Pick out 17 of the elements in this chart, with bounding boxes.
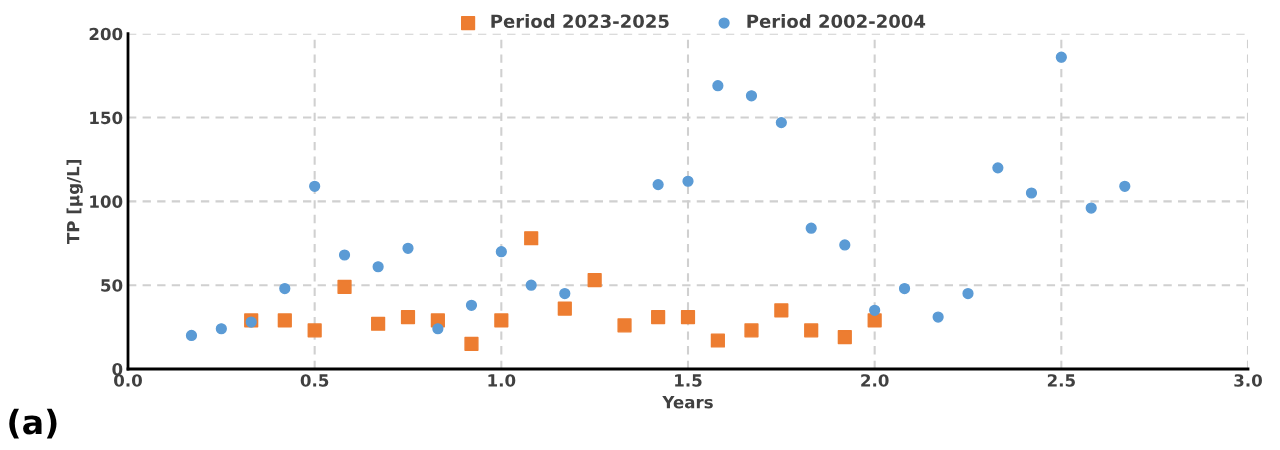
y-tick-label: 100 xyxy=(90,195,123,208)
x-tick-label: 2.0 xyxy=(861,374,889,387)
y-axis-title: TP [µg/L] xyxy=(66,160,83,245)
y-tick-label: 50 xyxy=(101,279,123,292)
x-tick-label: 0.0 xyxy=(114,374,142,387)
x-tick-label: 3.0 xyxy=(1234,374,1262,387)
legend-label: Period 2023-2025 xyxy=(491,14,669,29)
x-tick-label: 0.5 xyxy=(300,374,329,387)
x-tick-label: 1.0 xyxy=(488,374,516,387)
legend-label: Period 2002-2004 xyxy=(747,14,926,29)
x-axis-title: Years xyxy=(662,396,713,409)
y-tick-label: 150 xyxy=(90,111,123,125)
y-tick-label: 200 xyxy=(89,27,123,41)
y-tick-label: 0 xyxy=(112,362,123,376)
text: (a) xyxy=(9,408,57,439)
x-tick-label: 2.5 xyxy=(1047,374,1075,387)
x-tick-label: 1.5 xyxy=(675,374,702,387)
